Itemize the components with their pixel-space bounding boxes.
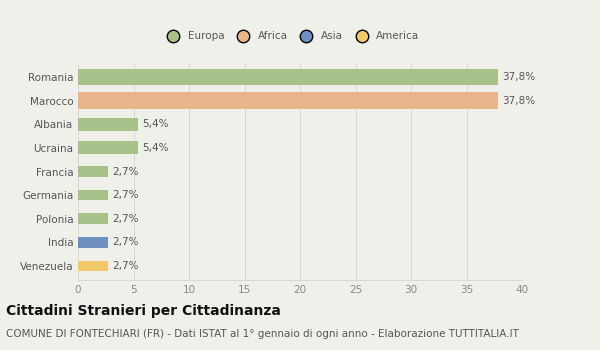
Text: 2,7%: 2,7%	[112, 167, 139, 176]
Text: 37,8%: 37,8%	[502, 72, 535, 82]
Legend: Europa, Africa, Asia, America: Europa, Africa, Asia, America	[161, 29, 422, 43]
Text: 2,7%: 2,7%	[112, 237, 139, 247]
Text: 37,8%: 37,8%	[502, 96, 535, 106]
Bar	[78, 141, 138, 154]
Text: COMUNE DI FONTECHIARI (FR) - Dati ISTAT al 1° gennaio di ogni anno - Elaborazion: COMUNE DI FONTECHIARI (FR) - Dati ISTAT …	[6, 329, 519, 339]
Bar	[78, 260, 108, 271]
Bar	[78, 118, 138, 131]
Text: 2,7%: 2,7%	[112, 214, 139, 224]
Text: 5,4%: 5,4%	[142, 119, 169, 130]
Bar	[78, 237, 108, 247]
Bar	[78, 69, 497, 85]
Bar	[78, 166, 108, 177]
Bar	[78, 92, 497, 109]
Text: 5,4%: 5,4%	[142, 143, 169, 153]
Text: Cittadini Stranieri per Cittadinanza: Cittadini Stranieri per Cittadinanza	[6, 304, 281, 318]
Bar	[78, 190, 108, 201]
Text: 2,7%: 2,7%	[112, 261, 139, 271]
Bar	[78, 214, 108, 224]
Text: 2,7%: 2,7%	[112, 190, 139, 200]
